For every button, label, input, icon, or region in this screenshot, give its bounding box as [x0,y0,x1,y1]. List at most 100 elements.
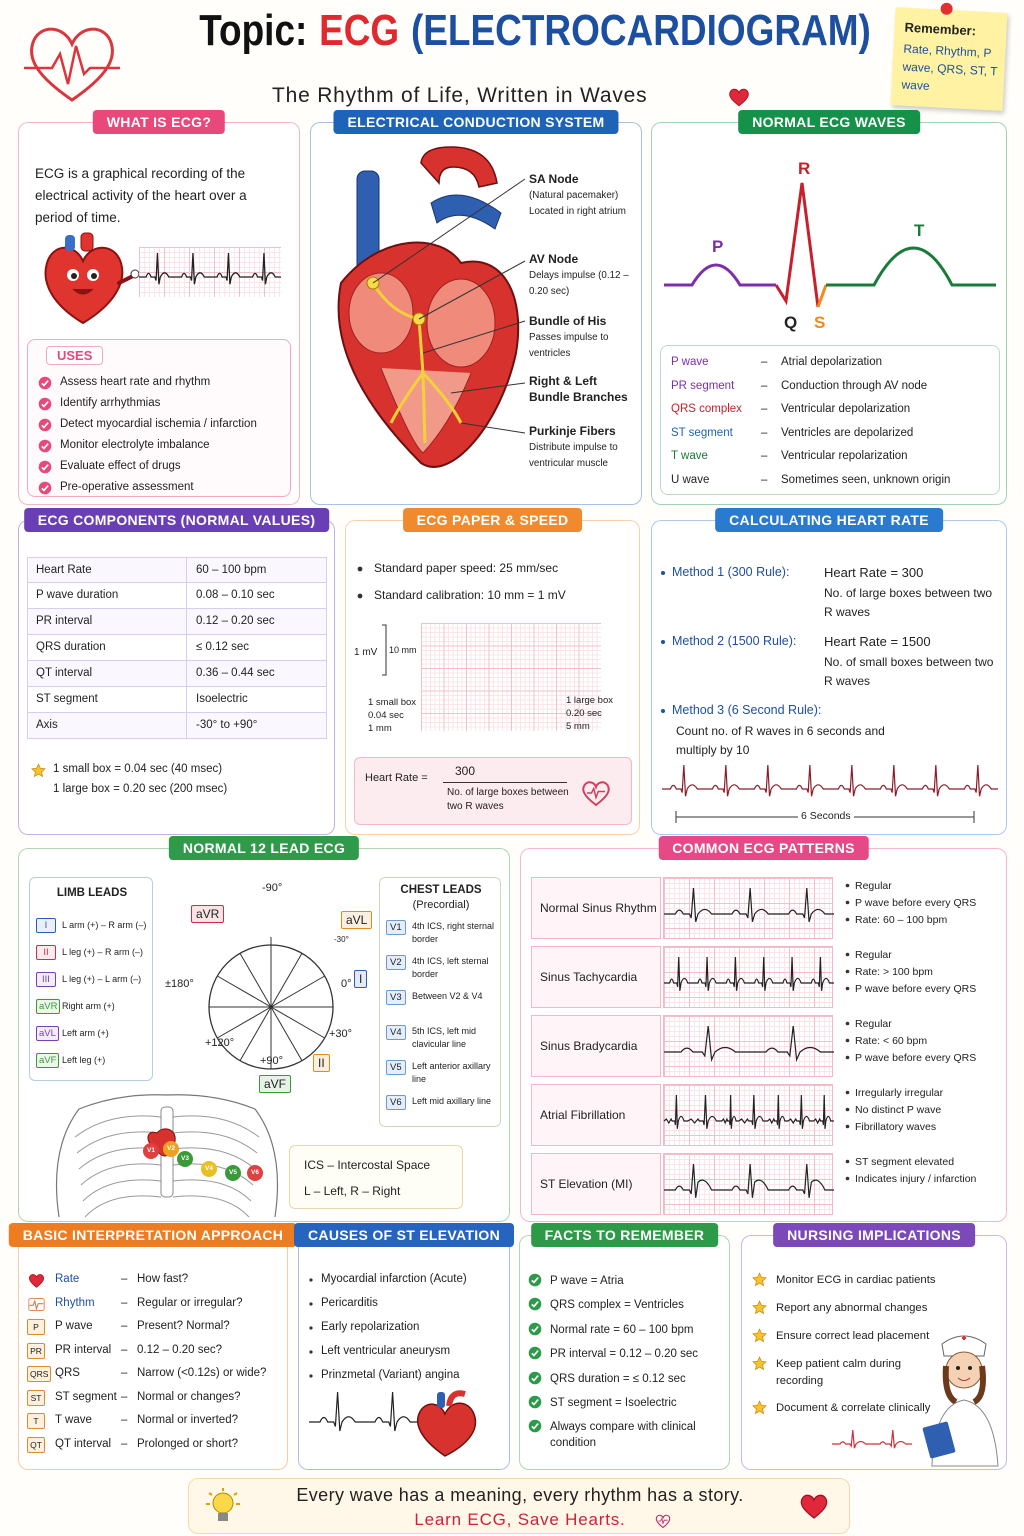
lead-desc: Between V2 & V4 [412,991,483,1001]
note-text: Rate, Rhythm, P wave, QRS, ST, T wave [901,41,998,94]
icon-check [528,1395,542,1409]
icon-dot [845,952,850,957]
table-value: -30° to +90° [196,719,258,731]
icon-dot [845,1090,850,1095]
drawing [41,485,49,492]
drawing [826,246,996,287]
drawing [752,1328,767,1343]
table-value: ≤ 0.12 sec [196,641,249,653]
wave-desc: Ventricles are depolarized [781,426,914,439]
cause-item: Pericarditis [321,1297,378,1309]
icon-dot [309,1326,313,1330]
lead-desc: Left mid axillary line [412,1096,492,1106]
nurse-illustration [922,1335,999,1467]
title-part: Topic: [199,6,308,55]
drawing [382,624,387,676]
wave-desc: Ventricular depolarization [781,403,911,416]
wave-label: T [914,221,925,240]
table-label: QT interval [36,667,93,679]
drawing [29,1298,44,1311]
lead-desc: 4th ICS, left sternal border [412,956,489,979]
panel: ELECTRICAL CONDUCTION SYSTEM SA Node (Natu… [310,110,642,505]
pattern-note: Irregularly irregular [855,1087,944,1099]
icon-dot [309,1374,313,1378]
nurse-trace [832,1429,912,1449]
drawing [729,88,749,107]
pattern-strip [663,877,834,939]
lead-desc: Left leg (+) [62,1055,106,1065]
pattern-name: ST Elevation (MI) [540,1177,633,1191]
pattern-note: Fibrillatory waves [855,1121,937,1133]
panel-title: ECG COMPONENTS (NORMAL VALUES) [23,508,330,532]
note: 1 large box = 0.20 sec (200 msec) [53,783,228,795]
pattern-strip [663,1015,834,1077]
drawing [24,45,120,85]
drawing [130,269,140,279]
lead-desc: L leg (+) – R arm (–) [62,947,143,957]
panel-title: BASIC INTERPRETATION APPROACH [8,1223,298,1247]
formula-box: Heart Rate = 300 No. of large boxes betwee… [354,757,632,825]
electrode: V5 [225,1165,241,1181]
wave-label: S [814,313,826,332]
drawing [446,1390,466,1407]
icon-star [752,1356,767,1371]
lead-badge: II [36,945,56,960]
drawing [218,1513,228,1521]
drawing [845,1021,850,1026]
drawing [845,986,850,991]
drawing [945,1351,983,1389]
drawing [172,1195,250,1218]
pin [940,2,953,15]
pattern-trace [664,887,834,922]
drawing [172,1179,252,1202]
panel-title: CALCULATING HEART RATE [715,508,943,532]
icon-dot [309,1350,313,1354]
drawing [845,917,850,922]
calibration-label: 1 mV [354,647,378,658]
table-row: P wave duration 0.08 – 0.10 sec [27,583,327,609]
wave-label: R [798,159,811,178]
pattern-trace [664,1163,834,1198]
electrode: V4 [201,1161,217,1177]
interp-term: ST segment [55,1390,117,1403]
box-title: LIMB LEADS [56,887,128,899]
lead-badge: I [36,918,56,933]
electrode: V1 [143,1143,159,1159]
wave-term: QRS complex [671,403,742,416]
uses-title: USES [46,346,104,365]
drawing [587,786,605,801]
title-part: (ELECTROCARDIOGRAM) [410,6,871,55]
drawing [371,282,463,444]
nursing-item: Keep patient calm during recording [776,1358,901,1387]
panel: CAUSES OF ST ELEVATION Myocardial infarct… [294,1223,514,1470]
icon-check [38,376,52,390]
pattern-trace [664,956,834,991]
lead-desc: 5th ICS, left mid clavicular line [412,1026,477,1049]
icon-dot [845,883,850,888]
row-badge: P [27,1319,45,1335]
label-desc: (Natural pacemaker) Located in right atr… [529,190,626,217]
pattern-note: Regular [855,880,892,892]
table-value: 0.36 – 0.44 sec [196,667,275,679]
drawing [430,194,502,230]
row-badge: QT [27,1436,45,1453]
axis-angle: -30° [334,935,349,944]
pattern-name-box: Atrial Fibrillation [531,1084,661,1146]
subtitle: The Rhythm of Life, Written in Waves [272,84,648,107]
title-part: ECG [319,6,400,55]
drawing [845,1159,850,1164]
drawing [437,1392,445,1408]
drawing [752,1272,767,1287]
separator: – [121,1414,128,1426]
cause-item: Prinzmetal (Variant) angina [321,1369,460,1381]
label-desc: Delays impulse (0.12 – 0.20 sec) [529,270,629,297]
electrode: V3 [177,1151,193,1167]
icon-dot [357,566,363,572]
separator: – [121,1437,128,1450]
drawing [309,1302,313,1306]
lead-desc: 4th ICS, right sternal border [412,921,495,944]
drawing [460,422,526,434]
wave-term: U wave [671,474,710,486]
drawing [531,1301,539,1309]
